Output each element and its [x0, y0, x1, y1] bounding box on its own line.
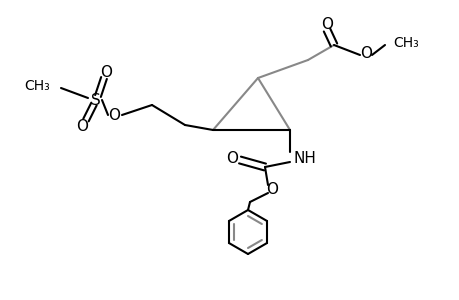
- Text: S: S: [91, 92, 101, 107]
- Text: O: O: [100, 64, 112, 80]
- Text: O: O: [225, 151, 237, 166]
- Text: O: O: [76, 118, 88, 134]
- Text: O: O: [320, 16, 332, 32]
- Text: CH₃: CH₃: [24, 79, 50, 93]
- Text: NH: NH: [293, 151, 316, 166]
- Text: O: O: [265, 182, 277, 197]
- Text: O: O: [359, 46, 371, 61]
- Text: CH₃: CH₃: [392, 36, 418, 50]
- Text: O: O: [108, 107, 120, 122]
